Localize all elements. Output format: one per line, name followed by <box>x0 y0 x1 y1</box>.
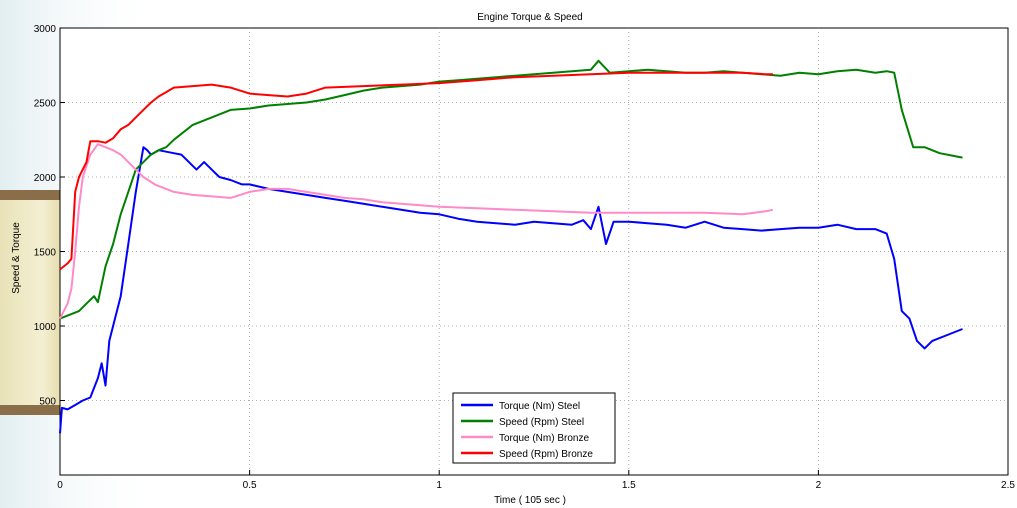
y-tick-label: 2500 <box>34 99 57 110</box>
x-axis-label: Time ( 105 sec ) <box>494 495 566 506</box>
series-line-3 <box>59 143 774 320</box>
legend-entry: Speed (Rpm) Bronze <box>499 449 593 460</box>
x-axis-ticks: 0 0.5 1 1.5 2 2.5 <box>57 470 1015 491</box>
y-axis-ticks: 500 1000 1500 2000 2500 3000 <box>34 24 65 408</box>
legend-entry: Speed (Rpm) Steel <box>499 417 584 428</box>
y-axis-label: Speed & Torque <box>11 222 22 294</box>
left-panel-top-bar <box>0 190 60 200</box>
series-line-1 <box>59 146 963 434</box>
y-tick-label: 3000 <box>34 24 57 35</box>
legend: Torque (Nm) Steel Speed (Rpm) Steel Torque… <box>452 392 616 464</box>
left-panel <box>0 190 60 415</box>
x-tick-label: 2 <box>816 480 822 491</box>
y-tick-label: 1500 <box>34 248 57 259</box>
x-tick-label: 2.5 <box>1001 480 1015 491</box>
gridlines <box>60 28 1008 475</box>
x-tick-label: 0.5 <box>243 480 257 491</box>
legend-entry: Torque (Nm) Bronze <box>499 433 589 444</box>
y-tick-label: 1000 <box>34 322 57 333</box>
left-panel-bottom-bar <box>0 405 60 415</box>
series-line-4 <box>59 71 773 271</box>
series-line-2 <box>59 59 963 320</box>
chart-title: Engine Torque & Speed <box>477 12 582 23</box>
x-tick-label: 0 <box>57 480 63 491</box>
x-tick-label: 1 <box>436 480 442 491</box>
series-group <box>59 59 963 434</box>
y-tick-label: 2000 <box>34 173 57 184</box>
legend-entry: Torque (Nm) Steel <box>499 401 580 412</box>
x-tick-label: 1.5 <box>622 480 636 491</box>
y-tick-label: 500 <box>39 397 56 408</box>
